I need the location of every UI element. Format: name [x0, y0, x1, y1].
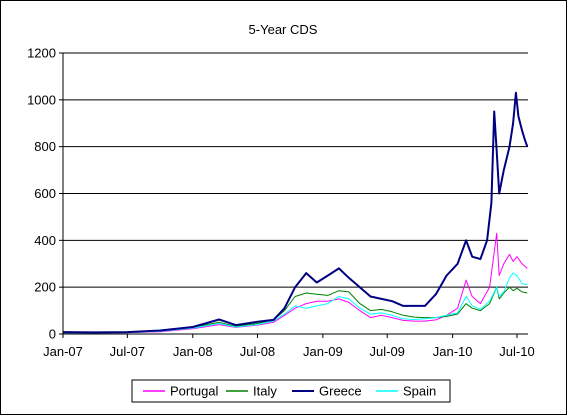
y-tick-label-600: 600 [34, 186, 56, 201]
series-layer [62, 91, 529, 334]
legend: Portugal Italy Greece Spain [131, 379, 451, 403]
gridlines [63, 52, 528, 288]
x-tick-label-Jan-09: Jan-09 [303, 344, 343, 359]
y-axis-ticks: 0 200 400 600 800 1000 1200 [27, 46, 63, 342]
x-tick-label-Jan-07: Jan-07 [43, 344, 83, 359]
x-tick-label-Jul-08: Jul-08 [240, 344, 275, 359]
legend-label-italy: Italy [253, 384, 277, 399]
x-tick-label-Jul-07: Jul-07 [110, 344, 145, 359]
y-tick-label-400: 400 [34, 233, 56, 248]
series-line-spain [63, 272, 528, 334]
x-tick-label-Jul-09: Jul-09 [370, 344, 405, 359]
chart-title: 5-Year CDS [249, 22, 318, 37]
legend-label-spain: Spain [403, 384, 436, 399]
legend-label-greece: Greece [319, 384, 362, 399]
y-tick-label-0: 0 [49, 327, 56, 342]
legend-box [131, 379, 451, 403]
series-line-greece [62, 91, 529, 334]
x-tick-label-Jan-08: Jan-08 [173, 344, 213, 359]
y-tick-label-200: 200 [34, 280, 56, 295]
y-tick-label-1000: 1000 [27, 92, 56, 107]
series-line-italy [63, 286, 528, 334]
x-tick-label-Jul-10: Jul-10 [499, 344, 534, 359]
y-tick-label-800: 800 [34, 139, 56, 154]
x-tick-label-Jan-10: Jan-10 [433, 344, 473, 359]
x-axis-ticks: Jan-07 Jul-07 Jan-08 Jul-08 Jan-09 Jul-09 Jan-… [43, 334, 535, 359]
legend-label-portugal: Portugal [170, 384, 219, 399]
y-tick-label-1200: 1200 [27, 46, 56, 61]
